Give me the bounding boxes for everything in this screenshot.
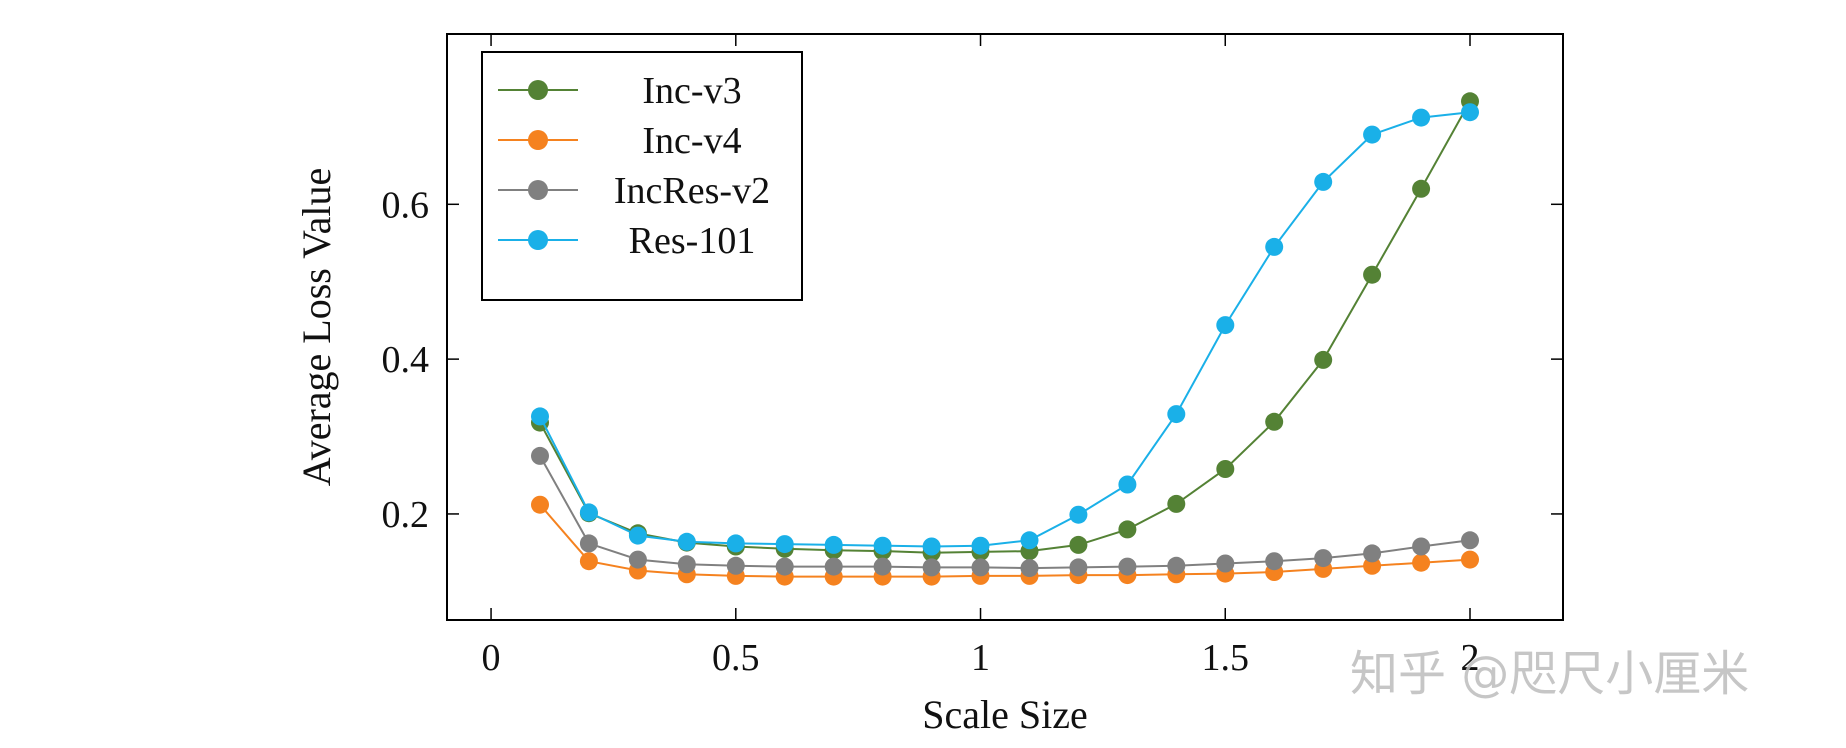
data-point bbox=[1314, 172, 1333, 191]
data-point bbox=[1412, 537, 1431, 556]
legend-marker bbox=[528, 80, 548, 100]
data-point bbox=[971, 558, 990, 577]
data-point bbox=[1216, 460, 1235, 478]
data-point bbox=[531, 495, 549, 514]
legend-marker bbox=[528, 180, 548, 200]
data-point bbox=[775, 557, 794, 576]
data-point bbox=[677, 555, 696, 574]
data-point bbox=[1363, 265, 1382, 284]
data-point bbox=[1118, 520, 1137, 539]
data-point bbox=[775, 535, 794, 554]
data-point bbox=[1265, 412, 1284, 431]
data-point bbox=[1461, 103, 1479, 122]
data-point bbox=[1069, 505, 1088, 524]
axis-ticks bbox=[447, 34, 1563, 620]
data-point bbox=[531, 407, 549, 426]
data-point bbox=[1118, 557, 1137, 576]
x-axis-title: Scale Size bbox=[922, 692, 1088, 737]
data-point bbox=[1363, 556, 1382, 575]
data-point bbox=[1412, 179, 1431, 198]
data-point bbox=[1167, 556, 1186, 575]
data-point bbox=[726, 556, 745, 575]
y-tick-label: 0.6 bbox=[382, 184, 430, 226]
legend-label: Inc-v3 bbox=[642, 70, 741, 112]
data-point bbox=[1461, 550, 1479, 569]
legend-entry: Inc-v4 bbox=[498, 120, 742, 162]
data-point bbox=[531, 446, 549, 465]
x-tick-label: 1 bbox=[971, 637, 990, 679]
legend-entry: Res-101 bbox=[498, 220, 755, 262]
watermark-text: 知乎 @咫尺小厘米 bbox=[1350, 646, 1749, 702]
data-point bbox=[628, 526, 647, 545]
data-point bbox=[1216, 554, 1235, 573]
series-res-101 bbox=[531, 103, 1479, 556]
data-point bbox=[1265, 237, 1284, 256]
data-point bbox=[922, 558, 941, 577]
y-tick-label: 0.2 bbox=[382, 494, 430, 536]
data-point bbox=[579, 503, 598, 522]
legend-entry: Inc-v3 bbox=[498, 70, 742, 112]
data-point bbox=[824, 535, 843, 554]
data-point bbox=[922, 537, 941, 556]
data-point bbox=[1412, 553, 1431, 572]
legend-label: IncRes-v2 bbox=[614, 170, 770, 212]
series-layer bbox=[531, 92, 1479, 586]
tick-labels: 0 0.5 1 1.5 2 0.2 0.4 0.6 bbox=[382, 184, 1480, 679]
series-incres-v2 bbox=[531, 446, 1479, 578]
y-axis-title: Average Loss Value bbox=[294, 168, 339, 486]
data-point bbox=[726, 534, 745, 553]
data-point bbox=[873, 536, 892, 555]
data-point bbox=[1167, 405, 1186, 424]
legend-label: Inc-v4 bbox=[642, 120, 741, 162]
data-point bbox=[1265, 552, 1284, 571]
legend-marker bbox=[528, 230, 548, 250]
x-tick-label: 1.5 bbox=[1202, 637, 1250, 679]
data-point bbox=[1363, 125, 1382, 144]
data-point bbox=[1118, 475, 1137, 494]
data-point bbox=[1314, 350, 1333, 369]
data-point bbox=[1020, 531, 1039, 550]
x-tick-label: 0.5 bbox=[712, 637, 760, 679]
legend-marker bbox=[528, 130, 548, 150]
data-point bbox=[1461, 531, 1479, 550]
data-point bbox=[1216, 316, 1235, 335]
data-point bbox=[1069, 535, 1088, 554]
legend-entry: IncRes-v2 bbox=[498, 170, 770, 212]
y-tick-label: 0.4 bbox=[382, 339, 430, 381]
x-tick-label: 0 bbox=[482, 637, 501, 679]
data-point bbox=[971, 536, 990, 555]
data-point bbox=[1363, 544, 1382, 563]
data-point bbox=[824, 557, 843, 576]
data-point bbox=[873, 557, 892, 576]
data-point bbox=[1069, 558, 1088, 577]
plot-frame bbox=[446, 33, 1564, 621]
data-point bbox=[1020, 559, 1039, 578]
data-point bbox=[1167, 494, 1186, 513]
data-point bbox=[579, 552, 598, 571]
data-point bbox=[1314, 549, 1333, 568]
x-tick-label: 2 bbox=[1461, 637, 1480, 679]
data-point bbox=[628, 550, 647, 569]
legend-label: Res-101 bbox=[629, 220, 756, 262]
data-point bbox=[677, 532, 696, 551]
data-point bbox=[1412, 108, 1431, 127]
legend: Inc-v3 Inc-v4 IncRes-v2 Res-101 bbox=[481, 51, 803, 301]
data-point bbox=[579, 534, 598, 553]
